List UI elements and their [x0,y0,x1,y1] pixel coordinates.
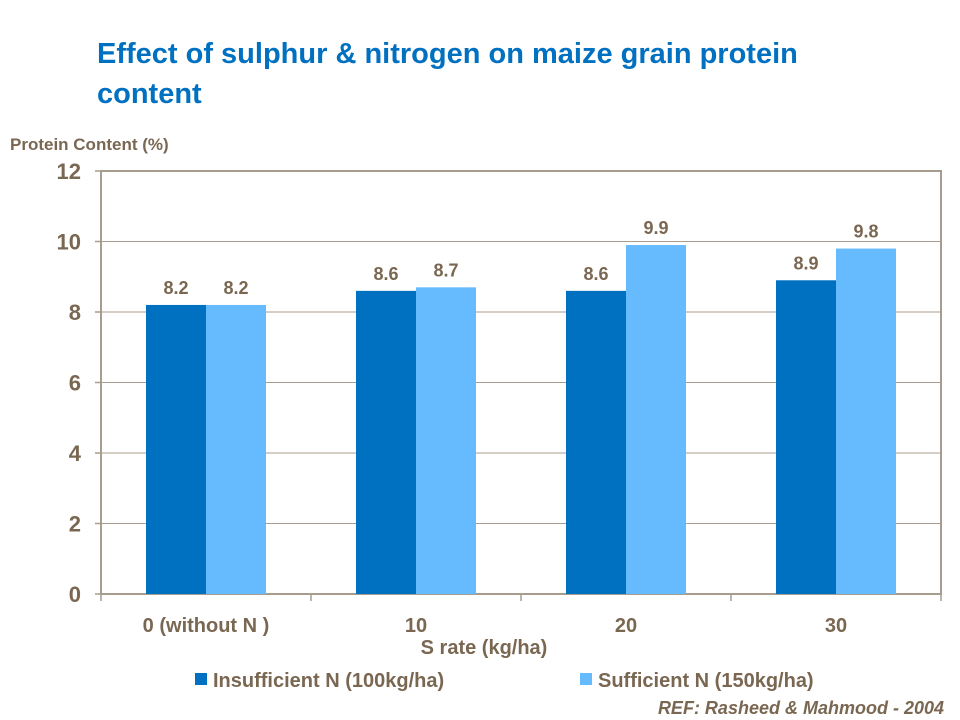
data-label: 9.9 [643,218,668,238]
y-tick-label: 8 [69,300,81,325]
y-tick-label: 0 [69,582,81,607]
bar-insufficient-n [356,290,416,594]
y-tick-label: 12 [57,159,81,184]
chart-title: Effect of sulphur & nitrogen on maize gr… [97,38,798,110]
y-tick-label: 6 [69,371,81,396]
reference-note: REF: Rasheed & Mahmood - 2004 [657,698,944,718]
legend-label: Sufficient N (150kg/ha) [598,670,814,692]
legend-swatch [195,673,207,685]
x-tick-label: 10 [405,615,427,637]
y-axis-title: Protein Content (%) [10,135,169,154]
y-tick-label: 4 [69,441,82,466]
bar-insufficient-n [776,280,836,594]
data-label: 8.2 [163,278,188,298]
data-label: 8.6 [583,264,608,284]
x-tick-label: 30 [825,615,847,637]
bar-sufficient-n [626,245,686,594]
x-tick-label: 20 [615,615,637,637]
bar-sufficient-n [416,287,476,594]
legend-label: Insufficient N (100kg/ha) [213,670,444,692]
bar-sufficient-n [206,304,266,594]
y-tick-label: 2 [69,512,81,537]
bar-insufficient-n [146,304,206,594]
data-label: 8.9 [793,253,818,273]
data-label: 9.8 [853,222,878,242]
bar-sufficient-n [836,248,896,595]
data-label: 8.7 [433,260,458,280]
data-label: 8.6 [373,264,398,284]
legend-swatch [580,673,592,685]
y-tick-label: 10 [57,230,81,255]
x-tick-label: 0 (without N ) [143,615,270,637]
data-label: 8.2 [223,278,248,298]
bar-insufficient-n [566,290,626,594]
x-axis-title: S rate (kg/ha) [421,637,548,659]
